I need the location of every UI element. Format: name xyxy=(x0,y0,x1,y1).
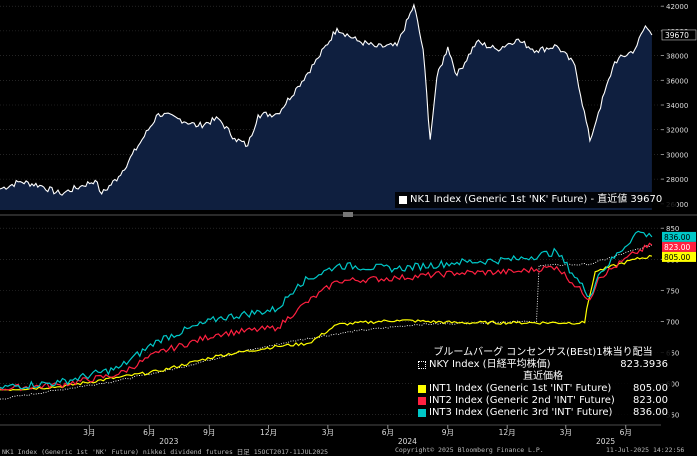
footer-source: NK1 Index (Generic 1st 'NK' Future) nikk… xyxy=(2,448,329,456)
last-price-subtitle: 直近価格 xyxy=(523,371,563,382)
bottom-tick-label: 650 xyxy=(666,350,679,358)
int1-last-value-tag xyxy=(662,251,696,262)
int1-last-value-tag-label: 805.00 xyxy=(664,253,690,262)
int2-legend-label: INT2 Index (Generic 2nd 'INT' Future) xyxy=(429,395,615,406)
top-tick-label: 28000 xyxy=(666,176,688,184)
bottom-tick-label: 600 xyxy=(666,381,679,389)
x-axis: 3月 6月 9月 12月 3月 6月 9月 12月 3月 6月 2023 2024 2025 xyxy=(0,424,661,446)
x-year-label: 2023 xyxy=(159,437,178,446)
footer-timestamp: 11-Jul-2025 14:22:56 xyxy=(606,446,685,454)
int3-last-value-tag-label: 836.00 xyxy=(664,233,690,242)
int2-dividend-line xyxy=(0,242,653,392)
x-tick-label: 12月 xyxy=(260,428,277,437)
nky-legend-value: 823.3936 xyxy=(620,359,668,370)
nk1-price-panel: 2600028000300003200034000360003800040000… xyxy=(0,2,697,217)
bottom-tick-label: 550 xyxy=(666,412,679,420)
x-tick-label: 3月 xyxy=(560,428,572,437)
x-tick-label: 12月 xyxy=(499,428,516,437)
nk1-legend-swatch xyxy=(399,196,407,204)
bottom-tick-label: 850 xyxy=(666,225,679,233)
x-tick-label: 6月 xyxy=(382,428,394,437)
top-tick-label: 38000 xyxy=(666,53,688,61)
int2-legend-swatch xyxy=(418,397,426,405)
panel-splitter-handle xyxy=(343,212,353,217)
x-year-label: 2024 xyxy=(398,437,417,446)
x-tick-label: 9月 xyxy=(203,428,215,437)
int2-last-value-tag-label: 823.00 xyxy=(664,243,690,252)
x-tick-label: 6月 xyxy=(620,428,632,437)
int1-legend-value: 805.00 xyxy=(633,383,668,394)
consensus-title: ブルームバーグ コンセンサス(BEst)1株当り配当 xyxy=(433,347,653,358)
nk1-area-fill xyxy=(0,4,652,211)
nk1-last-value-tag xyxy=(661,29,697,41)
top-tick-label: 30000 xyxy=(666,151,688,159)
footer-copyright: Copyright© 2025 Bloomberg Finance L.P. xyxy=(395,446,544,454)
int1-dividend-line xyxy=(0,254,653,392)
x-tick-label: 9月 xyxy=(442,428,454,437)
nk1-legend-label: NK1 Index (Generic 1st 'NK' Future) - 直近… xyxy=(410,194,663,205)
bottom-legend: ブルームバーグ コンセンサス(BEst)1株当り配当 NKY Index (日経… xyxy=(414,345,672,421)
x-tick-label: 3月 xyxy=(322,428,334,437)
nky-dividend-line xyxy=(0,244,653,400)
nky-legend-label: NKY Index (日経平均株価) xyxy=(429,359,551,370)
int2-last-value-tag xyxy=(662,241,696,252)
nk1-last-value-label: 39670 xyxy=(665,31,689,40)
top-tick-label: 32000 xyxy=(666,127,688,135)
int3-last-value-tag xyxy=(662,231,696,242)
x-year-label: 2025 xyxy=(596,437,615,446)
top-legend: NK1 Index (Generic 1st 'NK' Future) - 直近… xyxy=(395,192,677,208)
x-tick-label: 6月 xyxy=(143,428,155,437)
int2-legend-value: 823.00 xyxy=(633,395,668,406)
int3-legend-label: INT3 Index (Generic 3rd 'INT' Future) xyxy=(429,407,613,418)
footer-bar: NK1 Index (Generic 1st 'NK' Future) nikk… xyxy=(0,443,697,456)
top-tick-label: 26000 xyxy=(666,201,688,209)
int3-legend-value: 836.00 xyxy=(633,407,668,418)
x-tick-label: 3月 xyxy=(83,428,95,437)
top-tick-label: 42000 xyxy=(666,3,688,11)
int1-legend-label: INT1 Index (Generic 1st 'INT' Future) xyxy=(429,383,612,394)
top-tick-label: 36000 xyxy=(666,77,688,85)
nk1-price-line xyxy=(0,2,653,196)
int3-dividend-line xyxy=(0,230,653,390)
bottom-tick-label: 700 xyxy=(666,318,679,326)
bottom-tick-label: 750 xyxy=(666,287,679,295)
top-tick-label: 34000 xyxy=(666,102,688,110)
int3-legend-swatch xyxy=(418,409,426,417)
int1-legend-swatch xyxy=(418,385,426,393)
nky-legend-swatch xyxy=(418,361,426,369)
